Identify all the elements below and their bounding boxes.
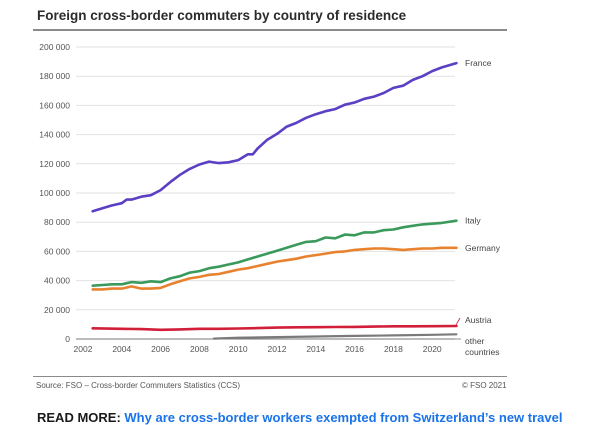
x-tick-label: 2012 bbox=[268, 344, 287, 354]
copyright-note: © FSO 2021 bbox=[462, 381, 507, 390]
y-tick-label: 200 000 bbox=[39, 42, 70, 52]
series-line-other-countries bbox=[212, 333, 458, 340]
x-tick-label: 2016 bbox=[345, 344, 364, 354]
footer-divider bbox=[33, 376, 507, 377]
series-lines bbox=[91, 61, 458, 340]
y-tick-label: 180 000 bbox=[39, 71, 70, 81]
gridlines bbox=[76, 46, 455, 340]
x-tick-label: 2006 bbox=[151, 344, 170, 354]
x-tick-label: 2014 bbox=[306, 344, 325, 354]
label-italy: Italy bbox=[465, 216, 481, 226]
read-more-link[interactable]: Why are cross-border workers exempted fr… bbox=[124, 410, 563, 425]
series-line-france bbox=[91, 61, 458, 213]
y-tick-label: 120 000 bbox=[39, 159, 70, 169]
y-tick-label: 80 000 bbox=[44, 217, 70, 227]
y-tick-label: 140 000 bbox=[39, 130, 70, 140]
y-axis-ticks: 0 20 000 40 000 60 000 80 000 100 000 120 000 1… bbox=[39, 42, 70, 344]
source-note: Source: FSO – Cross-border Commuters Sta… bbox=[36, 381, 241, 390]
label-austria: Austria bbox=[465, 315, 492, 325]
y-tick-label: 20 000 bbox=[44, 305, 70, 315]
read-more-label: READ MORE: bbox=[37, 410, 121, 425]
y-tick-label: 100 000 bbox=[39, 188, 70, 198]
label-germany: Germany bbox=[465, 243, 501, 253]
x-tick-label: 2020 bbox=[423, 344, 442, 354]
y-tick-label: 160 000 bbox=[39, 100, 70, 110]
label-other-line2: countries bbox=[465, 347, 500, 357]
y-tick-label: 40 000 bbox=[44, 276, 70, 286]
read-more: READ MORE: Why are cross-border workers … bbox=[37, 410, 562, 425]
x-tick-label: 2004 bbox=[112, 344, 131, 354]
austria-leader-line bbox=[455, 317, 461, 326]
label-other-line1: other bbox=[465, 336, 485, 346]
x-tick-label: 2018 bbox=[384, 344, 403, 354]
title-divider bbox=[33, 29, 507, 31]
series-line-germany bbox=[91, 246, 458, 291]
y-tick-label: 60 000 bbox=[44, 246, 70, 256]
series-line-italy bbox=[91, 219, 458, 288]
x-axis-ticks: 2002 2004 2006 2008 2010 2012 2014 2016 2018 2020 bbox=[74, 344, 442, 354]
chart-title: Foreign cross-border commuters by countr… bbox=[37, 8, 407, 23]
x-tick-label: 2002 bbox=[74, 344, 93, 354]
series-line-austria bbox=[91, 324, 458, 332]
x-tick-label: 2008 bbox=[190, 344, 209, 354]
x-tick-label: 2010 bbox=[229, 344, 248, 354]
y-tick-label: 0 bbox=[65, 334, 70, 344]
label-france: France bbox=[465, 58, 492, 68]
